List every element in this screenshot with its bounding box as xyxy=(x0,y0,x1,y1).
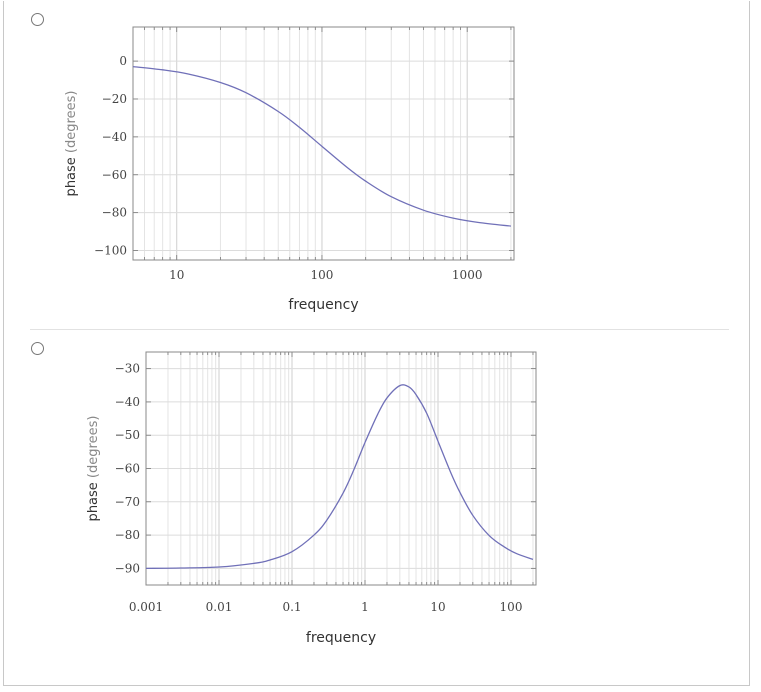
option-2-radio[interactable] xyxy=(31,342,44,355)
chart2-y-tick-label: −90 xyxy=(115,561,140,575)
chart2-y-tick-label: −50 xyxy=(115,428,140,442)
chart1-y-tick-label: −80 xyxy=(102,206,127,220)
chart2-y-tick-label: −40 xyxy=(115,395,140,409)
chart2-phase-curve xyxy=(145,384,534,570)
chart1-x-axis-title: frequency xyxy=(288,297,358,313)
chart1-x-tick-label: 10 xyxy=(169,268,184,282)
chart1-y-axis-title-main: phase xyxy=(64,153,79,196)
chart2-x-axis-title: frequency xyxy=(306,630,376,646)
question-panel xyxy=(3,1,750,686)
chart1-y-axis-title: phase (degrees) xyxy=(64,91,79,197)
chart2-y-tick-label: −30 xyxy=(115,362,140,376)
option-divider xyxy=(30,329,729,330)
chart1-x-tick-label: 100 xyxy=(311,268,334,282)
chart2-x-tick-label: 100 xyxy=(500,600,523,614)
chart2-y-axis-title-main: phase xyxy=(86,478,101,521)
chart1-y-tick-label: 0 xyxy=(119,54,127,68)
chart2-x-tick-label: 0.1 xyxy=(282,600,301,614)
chart1-y-axis-title-unit: (degrees) xyxy=(64,91,79,153)
chart2-y-axis-title: phase (degrees) xyxy=(86,416,101,522)
chart1-y-tick-label: −40 xyxy=(102,130,127,144)
chart2-y-axis-title-unit: (degrees) xyxy=(86,416,101,478)
chart1-x-tick-label: 1000 xyxy=(452,268,483,282)
option-1-radio[interactable] xyxy=(31,13,44,26)
chart1-phase-curve xyxy=(132,65,511,227)
chart1-plot-frame xyxy=(132,26,515,261)
chart2-x-tick-label: 0.001 xyxy=(129,600,163,614)
chart1-y-tick-label: −100 xyxy=(94,244,127,258)
chart1-y-tick-label: −60 xyxy=(102,168,127,182)
chart2-plot-frame xyxy=(145,351,537,586)
chart2-x-tick-label: 10 xyxy=(430,600,445,614)
chart2-y-tick-label: −70 xyxy=(115,495,140,509)
chart1-y-tick-label: −20 xyxy=(102,92,127,106)
chart2-y-tick-label: −60 xyxy=(115,462,140,476)
chart2-y-tick-label: −80 xyxy=(115,528,140,542)
chart2-x-tick-label: 0.01 xyxy=(206,600,233,614)
chart2-x-tick-label: 1 xyxy=(361,600,369,614)
